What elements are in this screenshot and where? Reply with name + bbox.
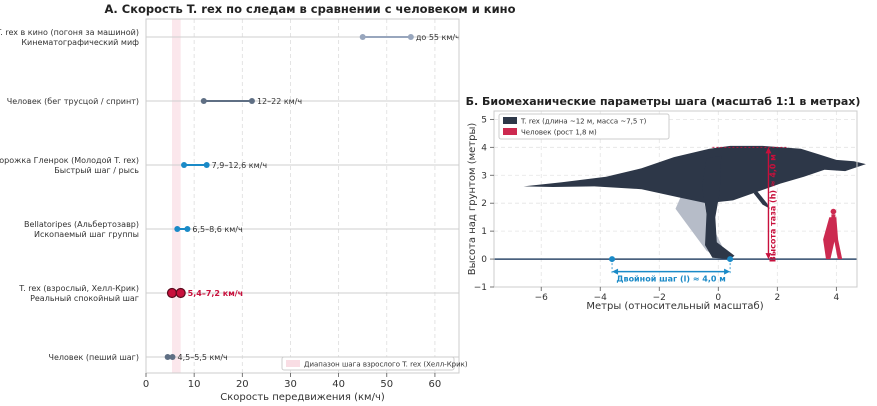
x-tick-label: 50 bbox=[380, 379, 393, 390]
human-torso bbox=[831, 214, 836, 229]
min-point bbox=[166, 287, 178, 299]
panel-b: Б. Биомеханические параметры шага (масшт… bbox=[466, 95, 866, 312]
min-point bbox=[174, 226, 181, 232]
legend-swatch-human bbox=[503, 128, 517, 135]
legend-label-human: Человек (рост 1,8 м) bbox=[521, 129, 597, 137]
legend-swatch-trex bbox=[503, 117, 517, 124]
y-tick-label: 5 bbox=[481, 115, 487, 125]
y-tick-label: −1 bbox=[474, 283, 487, 293]
y-tick-label: 1 bbox=[481, 227, 487, 237]
range-annotation: 7,9–12,6 км/ч bbox=[212, 161, 267, 170]
row: Дорожка Гленрок (Молодой T. rex)Быстрый … bbox=[0, 156, 267, 175]
row: Человек (бег трусцой / спринт) 12–22 км/ч bbox=[7, 97, 302, 106]
hip-arrow-head-top bbox=[765, 147, 772, 154]
range-annotation: 6,5–8,6 км/ч bbox=[192, 225, 242, 234]
x-tick-label: 4 bbox=[833, 293, 839, 303]
panel-b-frame bbox=[493, 110, 858, 288]
stride-arrow-head-left bbox=[612, 268, 619, 275]
row: Человек (пеший шаг) 4,5–5,5 км/ч bbox=[48, 353, 227, 362]
panel-a: А. Скорость T. rex по следам в сравнении… bbox=[0, 2, 516, 403]
hip-arrow-head-bottom bbox=[765, 253, 772, 260]
stride-label: Двойной шаг (l) ≈ 4,0 м bbox=[616, 274, 725, 283]
panel-a-grid bbox=[145, 19, 436, 373]
row-label: Человек (бег трусцой / спринт) bbox=[7, 97, 139, 106]
x-tick-label: 30 bbox=[284, 379, 297, 390]
row: Bellatoripes (Альбертозавр)Ископаемый ша… bbox=[24, 220, 243, 239]
range-annotation: до 55 км/ч bbox=[416, 33, 460, 42]
max-point bbox=[175, 287, 186, 299]
row: T. rex в кино (погоня за машиной)Кинемат… bbox=[0, 28, 460, 47]
min-point bbox=[181, 162, 188, 168]
trex-body bbox=[523, 145, 866, 204]
y-tick-label: 4 bbox=[481, 143, 487, 153]
panel-b-ticks: −6 −4 −2 0 2 4 −1 0 1 2 3 4 5 bbox=[474, 115, 840, 303]
row-label: T. rex (взрослый, Хелл-Крик) bbox=[18, 284, 139, 293]
x-tick-label: 0 bbox=[715, 293, 721, 303]
x-tick-label: 2 bbox=[774, 293, 780, 303]
row-label: Человек (пеший шаг) bbox=[48, 353, 139, 362]
panel-b-y-label: Высота над грунтом (метры) bbox=[467, 123, 478, 276]
panel-b-title: Б. Биомеханические параметры шага (масшт… bbox=[466, 95, 861, 108]
panel-b-x-label: Метры (относительный масштаб) bbox=[586, 301, 763, 312]
panel-a-legend: Диапазон шага взрослого T. rex (Хелл-Кри… bbox=[281, 356, 468, 371]
x-tick-label: 20 bbox=[236, 379, 249, 390]
y-tick-label: 3 bbox=[481, 171, 487, 181]
row-label: Дорожка Гленрок (Молодой T. rex) bbox=[0, 156, 139, 165]
legend-label-trex: T. rex (длина ~12 м, масса ~7,5 т) bbox=[520, 118, 647, 126]
legend-box bbox=[281, 356, 455, 371]
legend-box bbox=[498, 113, 670, 140]
x-tick-label: 10 bbox=[188, 379, 201, 390]
y-tick-label: 2 bbox=[481, 199, 487, 209]
x-tick-label: −6 bbox=[535, 293, 549, 303]
panel-b-legend: T. rex (длина ~12 м, масса ~7,5 т) Челов… bbox=[498, 113, 670, 140]
panel-a-x-label: Скорость передвижения (км/ч) bbox=[220, 392, 385, 403]
human-head bbox=[830, 208, 837, 215]
legend-label-band: Диапазон шага взрослого T. rex (Хелл-Кри… bbox=[304, 361, 468, 369]
row-label: T. rex в кино (погоня за машиной) bbox=[0, 28, 139, 37]
hip-height-label: Высота таза (h) ≈ 4,0 м bbox=[768, 154, 777, 262]
row: T. rex (взрослый, Хелл-Крик)Реальный спо… bbox=[18, 284, 243, 303]
min-point bbox=[164, 354, 171, 360]
max-point bbox=[203, 162, 210, 168]
tyrannosaur-walk-band bbox=[172, 19, 181, 373]
row-label: Кинематографический миф bbox=[21, 38, 139, 47]
max-point bbox=[407, 34, 414, 40]
panel-b-shapes: Высота таза (h) ≈ 4,0 м Двойной шаг (l) ≈… bbox=[494, 145, 866, 283]
min-point bbox=[200, 98, 207, 104]
panel-a-x-ticks: 0 10 20 30 40 50 60 bbox=[143, 373, 441, 390]
max-point bbox=[169, 354, 176, 360]
stride-arrow-head-right bbox=[724, 268, 731, 275]
range-annotation: 5,4–7,2 км/ч bbox=[188, 289, 244, 298]
x-tick-label: −4 bbox=[594, 293, 608, 303]
panel-a-rows: T. rex в кино (погоня за машиной)Кинемат… bbox=[0, 28, 460, 362]
max-point bbox=[184, 226, 191, 232]
max-point bbox=[248, 98, 255, 104]
panel-a-title: А. Скорость T. rex по следам в сравнении… bbox=[105, 2, 516, 16]
y-tick-label: 0 bbox=[481, 255, 487, 265]
min-point bbox=[359, 34, 366, 40]
x-tick-label: 0 bbox=[143, 379, 149, 390]
row-label: Bellatoripes (Альбертозавр) bbox=[24, 220, 139, 229]
panel-a-frame bbox=[145, 18, 460, 374]
range-annotation: 12–22 км/ч bbox=[257, 97, 302, 106]
row-label: Ископаемый шаг группы bbox=[34, 230, 139, 239]
trex-near-leg bbox=[702, 155, 735, 260]
panel-a-row-lines bbox=[146, 36, 459, 358]
x-tick-label: −2 bbox=[653, 293, 666, 303]
row-label: Реальный спокойный шаг bbox=[30, 294, 139, 303]
x-tick-label: 40 bbox=[332, 379, 345, 390]
row-label: Быстрый шаг / рысь bbox=[54, 166, 139, 175]
trex-arm bbox=[753, 190, 770, 209]
x-tick-label: 60 bbox=[429, 379, 442, 390]
legend-swatch-band bbox=[286, 360, 300, 367]
range-annotation: 4,5–5,5 км/ч bbox=[177, 353, 227, 362]
